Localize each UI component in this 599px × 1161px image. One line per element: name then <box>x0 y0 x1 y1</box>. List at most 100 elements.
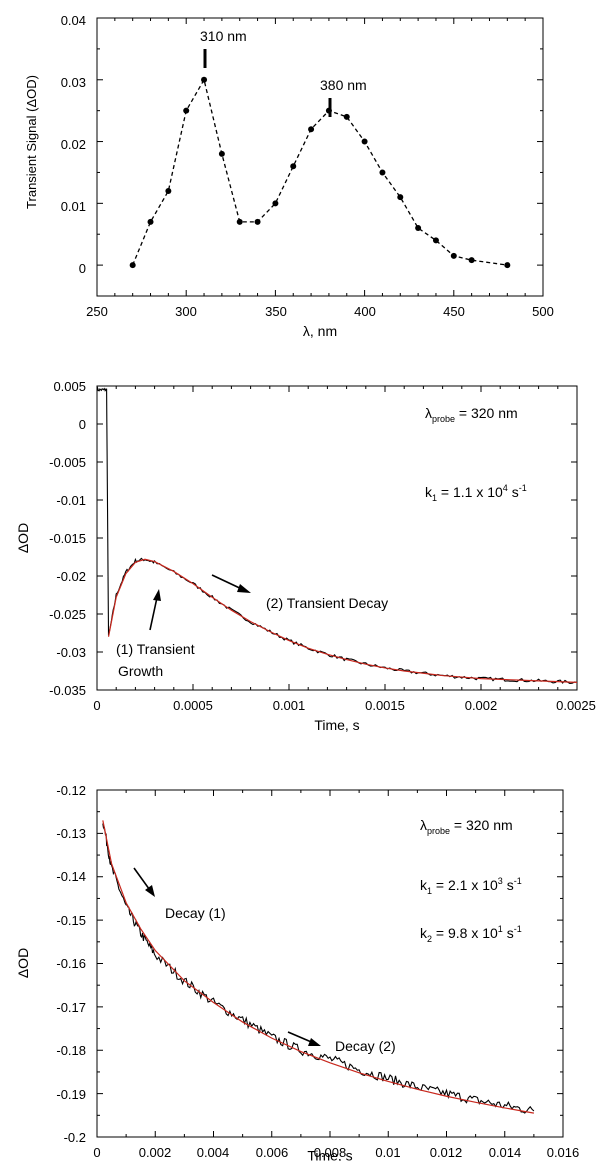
tick-marks <box>96 789 564 1138</box>
data-point <box>236 218 243 225</box>
y-tick-label: -0.14 <box>56 869 86 884</box>
annotation-380nm: 380 nm <box>320 77 367 93</box>
series-line <box>132 78 508 266</box>
data-point <box>432 237 439 244</box>
data-point <box>397 194 404 201</box>
fit-curve-line <box>102 820 534 1114</box>
y-tick-label: -0.025 <box>49 607 86 622</box>
data-point <box>201 76 208 83</box>
y-tick-label: 0.03 <box>61 75 86 90</box>
x-tick-label: 0.014 <box>489 1145 522 1160</box>
decay-panel: -0.2 -0.19 -0.18 -0.17 -0.16 -0.15 -0.14… <box>15 783 579 1161</box>
tick-marks <box>96 17 544 296</box>
series-group <box>129 76 511 269</box>
y-tick-label: 0 <box>79 417 86 432</box>
probe-wavelength-label: λprobe = 320 nm <box>425 405 518 424</box>
x-tick-label: 400 <box>354 304 376 319</box>
series-group <box>96 386 578 684</box>
y-tick-label: 0 <box>79 261 86 276</box>
y-tick-label: -0.03 <box>56 645 86 660</box>
y-tick-label: -0.13 <box>56 826 86 841</box>
series-group <box>102 820 535 1114</box>
plot-frame <box>96 789 564 1138</box>
data-point <box>415 225 422 232</box>
x-tick-label: 0.001 <box>273 698 306 713</box>
x-tick-label: 500 <box>532 304 554 319</box>
x-tick-label: 450 <box>443 304 465 319</box>
y-tick-label: -0.12 <box>56 783 86 798</box>
annotation-transient-growth-line2: Growth <box>118 663 163 679</box>
data-point <box>290 163 297 170</box>
data-point <box>343 113 350 120</box>
y-tick-label: -0.01 <box>56 493 86 508</box>
arrow-icon <box>133 867 155 897</box>
y-tick-label: -0.17 <box>56 1000 86 1015</box>
spectrum-panel: 0 0.01 0.02 0.03 0.04 250 300 350 400 45… <box>24 13 554 339</box>
arrow-icon <box>149 589 161 631</box>
plot-frame <box>96 17 544 297</box>
rate-constant-k1: k1 = 2.1 x 103 s-1 <box>420 876 522 896</box>
y-tick-label: -0.005 <box>49 455 86 470</box>
data-point <box>254 218 261 225</box>
y-axis-label: Transient Signal (ΔOD) <box>24 75 39 209</box>
x-tick-label: 350 <box>265 304 287 319</box>
y-tick-label: 0.04 <box>61 13 86 28</box>
data-trace-line <box>96 386 578 684</box>
data-point <box>450 252 457 259</box>
y-tick-label: -0.15 <box>56 913 86 928</box>
x-tick-label: 0.002 <box>139 1145 172 1160</box>
transient-growth-panel: -0.035 -0.03 -0.025 -0.02 -0.015 -0.01 -… <box>15 379 596 733</box>
x-tick-label: 0.0025 <box>556 698 596 713</box>
rate-constant-k2: k2 = 9.8 x 101 s-1 <box>420 924 522 944</box>
y-tick-label: -0.16 <box>56 956 86 971</box>
arrow-icon <box>287 1031 321 1046</box>
x-tick-label: 0.012 <box>430 1145 463 1160</box>
y-tick-label: -0.02 <box>56 569 86 584</box>
y-tick-label: -0.035 <box>49 683 86 698</box>
x-tick-label: 0 <box>93 698 100 713</box>
x-tick-label: 0.002 <box>465 698 498 713</box>
data-trace-line <box>102 823 535 1114</box>
data-point <box>379 169 386 176</box>
x-tick-label: 0.0015 <box>365 698 405 713</box>
fit-curve-line <box>107 558 578 683</box>
x-axis-label: λ, nm <box>303 323 337 339</box>
data-point <box>147 218 154 225</box>
x-tick-label: 0.016 <box>547 1145 580 1160</box>
x-tick-label: 250 <box>86 304 108 319</box>
data-point <box>308 126 315 133</box>
x-axis-label: Time, s <box>314 717 359 733</box>
x-tick-label: 0 <box>93 1145 100 1160</box>
data-point <box>129 262 136 269</box>
y-tick-label: 0.02 <box>61 137 86 152</box>
x-tick-label: 0.006 <box>256 1145 289 1160</box>
x-axis-label: Time, s <box>307 1148 352 1161</box>
x-tick-label: 0.0005 <box>173 698 213 713</box>
probe-wavelength-label: λprobe = 320 nm <box>420 817 513 836</box>
y-tick-label: -0.2 <box>64 1130 86 1145</box>
data-point <box>218 150 225 157</box>
annotation-310nm: 310 nm <box>200 28 247 44</box>
y-axis-label: ΔOD <box>15 948 31 978</box>
data-point <box>468 257 475 264</box>
tick-marks <box>96 385 578 691</box>
x-tick-label: 0.004 <box>197 1145 230 1160</box>
data-point <box>361 138 368 145</box>
data-point <box>165 187 172 194</box>
arrow-icon <box>211 574 251 593</box>
data-point <box>183 107 190 114</box>
y-axis-label: ΔOD <box>15 523 31 553</box>
x-tick-label: 300 <box>175 304 197 319</box>
annotation-decay-1: Decay (1) <box>165 905 226 921</box>
y-tick-label: -0.19 <box>56 1087 86 1102</box>
y-tick-label: -0.015 <box>49 531 86 546</box>
x-tick-label: 0.008 <box>314 1145 347 1160</box>
annotation-transient-decay: (2) Transient Decay <box>266 595 388 611</box>
data-point <box>272 200 279 207</box>
annotation-transient-growth: (1) Transient <box>116 641 195 657</box>
annotation-decay-2: Decay (2) <box>335 1038 396 1054</box>
rate-constant-k1: k1 = 1.1 x 104 s-1 <box>425 483 527 503</box>
data-point <box>504 262 511 269</box>
x-tick-label: 0.01 <box>375 1145 400 1160</box>
